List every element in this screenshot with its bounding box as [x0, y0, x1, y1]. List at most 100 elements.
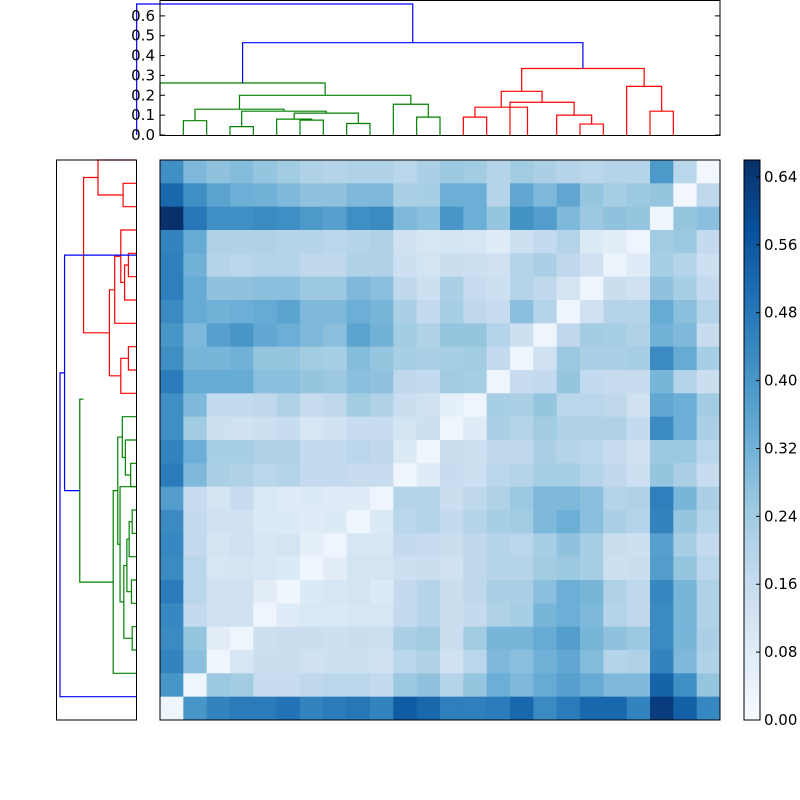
heatmap-grid — [160, 160, 721, 721]
top-dendrogram-link — [299, 119, 324, 135]
heatmap-cell — [463, 486, 488, 511]
heatmap-cell — [650, 580, 674, 604]
heatmap-cell — [510, 696, 534, 721]
heatmap-cell — [370, 650, 394, 674]
heatmap-cell — [416, 603, 441, 628]
heatmap-cell — [323, 696, 348, 721]
heatmap-cell — [160, 183, 184, 208]
heatmap-cell — [580, 440, 604, 464]
heatmap-cell — [533, 300, 558, 324]
heatmap-cell — [673, 556, 698, 581]
heatmap-cell — [510, 160, 534, 184]
heatmap-cell — [696, 393, 721, 418]
left-dendrogram-frame — [56, 159, 137, 721]
heatmap-cell — [556, 160, 581, 184]
heatmap-cell — [230, 206, 254, 231]
heatmap-cell — [556, 603, 581, 628]
heatmap-cell — [160, 440, 184, 464]
heatmap-cell — [253, 650, 278, 674]
heatmap-cell — [370, 300, 394, 324]
colorbar-tick-label: 0.08 — [764, 643, 797, 661]
heatmap-cell — [370, 370, 394, 394]
heatmap-cell — [183, 696, 208, 721]
heatmap-cell — [160, 276, 184, 301]
heatmap-cell — [580, 510, 604, 534]
heatmap-cell — [486, 276, 511, 301]
heatmap-cell — [696, 556, 721, 581]
heatmap-cell — [510, 533, 534, 558]
heatmap-cell — [510, 323, 534, 348]
heatmap-cell — [183, 463, 208, 488]
colorbar — [743, 159, 761, 721]
heatmap-cell — [580, 416, 604, 441]
heatmap-cell — [463, 603, 488, 628]
heatmap-cell — [230, 323, 254, 348]
top-dendrogram-y-axis: 0.0 0.1 0.2 0.30.4 0.5 0.6 — [131, 7, 720, 144]
heatmap-cell — [580, 393, 604, 418]
heatmap-cell — [393, 300, 418, 324]
heatmap-cell — [580, 183, 604, 208]
heatmap-cell — [486, 323, 511, 348]
heatmap-cell — [300, 393, 324, 418]
heatmap-cell — [650, 393, 674, 418]
top-dendrogram-frame — [159, 0, 721, 136]
heatmap-cell — [440, 160, 464, 184]
heatmap-cell — [300, 673, 324, 698]
heatmap-cell — [323, 603, 348, 628]
heatmap-cell — [160, 533, 184, 558]
heatmap-cell — [416, 533, 441, 558]
heatmap-cell — [603, 510, 628, 534]
heatmap-cell — [603, 486, 628, 511]
left-dendrogram-link — [121, 416, 136, 459]
heatmap-cell — [160, 416, 184, 441]
left-dendrogram-link — [79, 398, 114, 583]
heatmap-cell — [510, 463, 534, 488]
heatmap-cell — [556, 626, 581, 651]
heatmap-cell — [230, 673, 254, 698]
heatmap-cell — [323, 486, 348, 511]
heatmap-cell — [183, 580, 208, 604]
left-dendrogram-link — [127, 252, 136, 278]
heatmap-cell — [463, 230, 488, 254]
top-dendrogram-link — [136, 3, 414, 135]
heatmap-cell — [580, 323, 604, 348]
heatmap-cell — [533, 486, 558, 511]
colorbar-tick-label: 0.40 — [764, 372, 797, 390]
heatmap-cell — [416, 463, 441, 488]
heatmap-cell — [230, 183, 254, 208]
heatmap-cell — [486, 626, 511, 651]
heatmap-cell — [556, 416, 581, 441]
heatmap-cell — [370, 160, 394, 184]
heatmap-cell — [183, 276, 208, 301]
heatmap-cell — [463, 370, 488, 394]
heatmap-cell — [370, 603, 394, 628]
heatmap-cell — [230, 556, 254, 581]
heatmap-cell — [510, 276, 534, 301]
heatmap-cell — [510, 393, 534, 418]
heatmap-cell — [510, 416, 534, 441]
heatmap-cell — [393, 696, 418, 721]
heatmap-cell — [440, 346, 464, 371]
heatmap-cell — [486, 253, 511, 278]
heatmap-cell — [626, 183, 651, 208]
heatmap-cell — [346, 183, 371, 208]
heatmap-cell — [230, 533, 254, 558]
heatmap-cell — [626, 253, 651, 278]
heatmap-cell — [510, 300, 534, 324]
heatmap-cell — [346, 650, 371, 674]
heatmap-cell — [486, 300, 511, 324]
heatmap-cell — [603, 370, 628, 394]
heatmap-cell — [300, 300, 324, 324]
heatmap-cell — [370, 626, 394, 651]
heatmap-cell — [510, 183, 534, 208]
heatmap-cell — [463, 556, 488, 581]
heatmap-cell — [370, 510, 394, 534]
heatmap-cell — [696, 603, 721, 628]
heatmap-cell — [463, 160, 488, 184]
heatmap-cell — [370, 673, 394, 698]
heatmap-cell — [696, 533, 721, 558]
heatmap-cell — [533, 580, 558, 604]
heatmap-cell — [556, 440, 581, 464]
heatmap-cell — [183, 346, 208, 371]
heatmap-cell — [673, 696, 698, 721]
